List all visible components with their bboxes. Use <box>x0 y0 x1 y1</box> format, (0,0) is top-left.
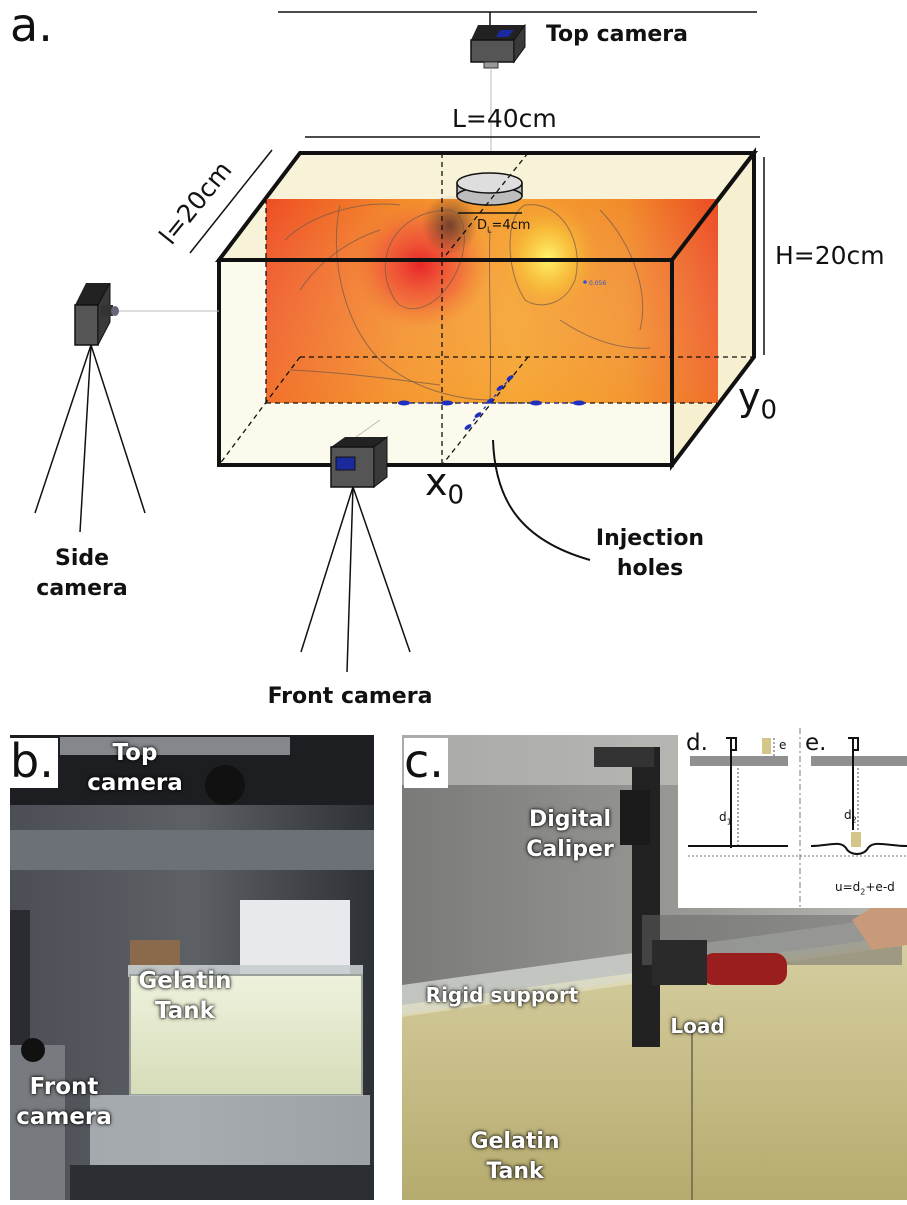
y0-label: y0 <box>738 375 778 426</box>
panel-b-letter: b. <box>10 738 58 788</box>
digital-caliper-label: Digital Caliper <box>526 807 614 862</box>
injection-holes-label: Injection holes <box>595 526 705 581</box>
length-label: L=40cm <box>452 104 557 133</box>
panel-b-top-camera-label: Top camera <box>87 740 183 796</box>
injection-pointer <box>492 439 591 561</box>
inset-d1-label: d1 <box>719 810 732 827</box>
inset-d-e: d. e. e d1 d2 u=d2+e-d <box>678 728 907 908</box>
panel-c-letter: c. <box>404 738 448 788</box>
inset-e-label: e <box>779 738 787 752</box>
contour-value-label: 0.056 <box>589 280 606 287</box>
rigid-support-label: Rigid support <box>425 983 579 1007</box>
top-camera-label: Top camera <box>545 22 689 47</box>
diameter-label: DL=4cm <box>477 218 531 235</box>
panel-b-photo <box>10 735 374 1200</box>
load-label: Load <box>670 1014 725 1038</box>
inset-d-letter: d. <box>686 730 708 756</box>
x0-label: x0 <box>425 460 465 511</box>
panel-b-front-camera-label: Front camera <box>16 1074 112 1130</box>
panel-c-gelatin-tank-label: Gelatin Tank <box>470 1129 560 1184</box>
stress-heatmap: 0.056 <box>266 195 718 403</box>
inset-e-letter: e. <box>805 730 827 756</box>
front-camera-icon <box>300 419 411 673</box>
side-camera-icon <box>34 282 219 533</box>
panel-a-letter: a. <box>10 0 53 52</box>
front-camera-label: Front camera <box>267 684 433 709</box>
tank-front-edges <box>217 258 674 467</box>
inset-formula: u=d2+e-d <box>835 880 895 897</box>
inset-d2-label: d2 <box>844 808 857 825</box>
panel-a-diagram: 0.056 <box>34 11 765 673</box>
panel-b-gelatin-tank-label: Gelatin Tank <box>138 968 232 1024</box>
height-label: H=20cm <box>775 241 885 270</box>
load-disc <box>456 172 523 214</box>
side-camera-label: Side camera <box>36 546 128 601</box>
width-dimension-line <box>189 149 273 254</box>
top-camera-icon <box>470 23 526 69</box>
